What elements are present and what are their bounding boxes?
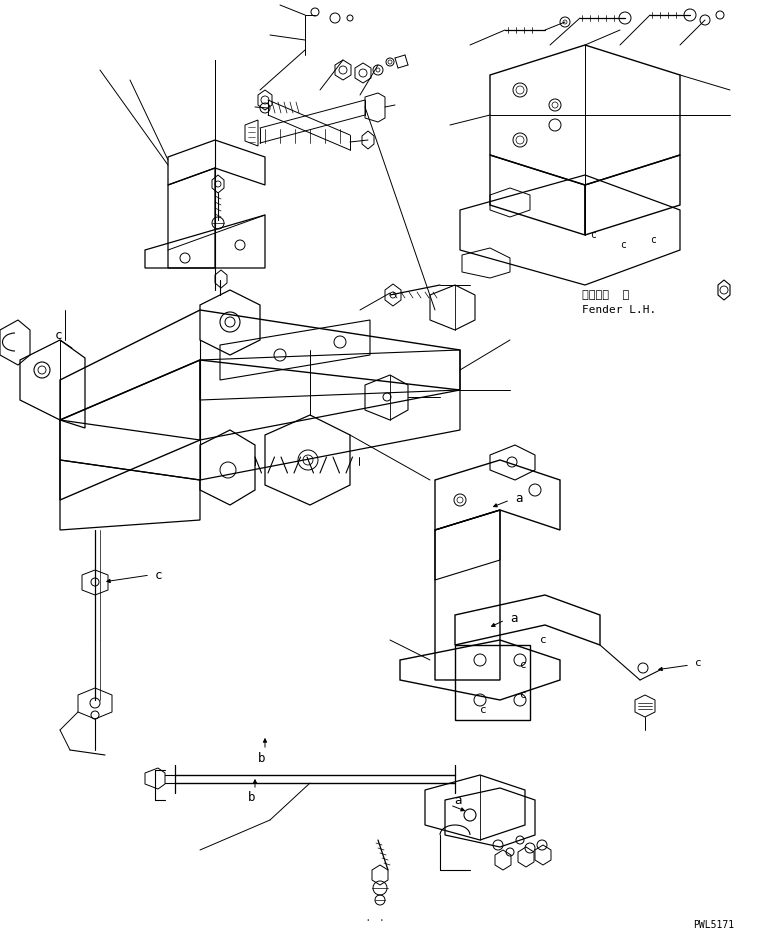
Text: c: c — [520, 660, 527, 670]
Text: c: c — [590, 230, 596, 240]
Text: c: c — [480, 705, 486, 715]
Text: Fender L.H.: Fender L.H. — [582, 305, 656, 315]
Text: c: c — [650, 235, 656, 245]
Text: c: c — [695, 658, 701, 668]
Text: c: c — [155, 568, 163, 581]
Text: フェンダ  左: フェンダ 左 — [582, 290, 629, 300]
Text: a: a — [454, 793, 461, 807]
Text: c: c — [620, 240, 626, 250]
Text: b: b — [248, 791, 255, 804]
Text: . .: . . — [365, 913, 385, 923]
Text: PWL5171: PWL5171 — [693, 920, 734, 930]
Text: a: a — [515, 491, 523, 504]
Text: a: a — [510, 611, 518, 624]
Text: b: b — [258, 751, 265, 764]
Text: c: c — [540, 635, 546, 645]
Text: c: c — [55, 329, 62, 342]
Text: c: c — [520, 690, 527, 700]
